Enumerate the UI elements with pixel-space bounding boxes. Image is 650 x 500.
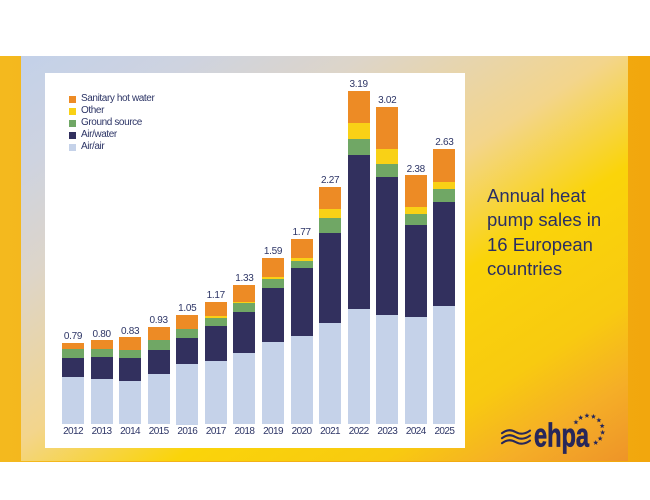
svg-text:ehpa: ehpa bbox=[534, 417, 589, 454]
